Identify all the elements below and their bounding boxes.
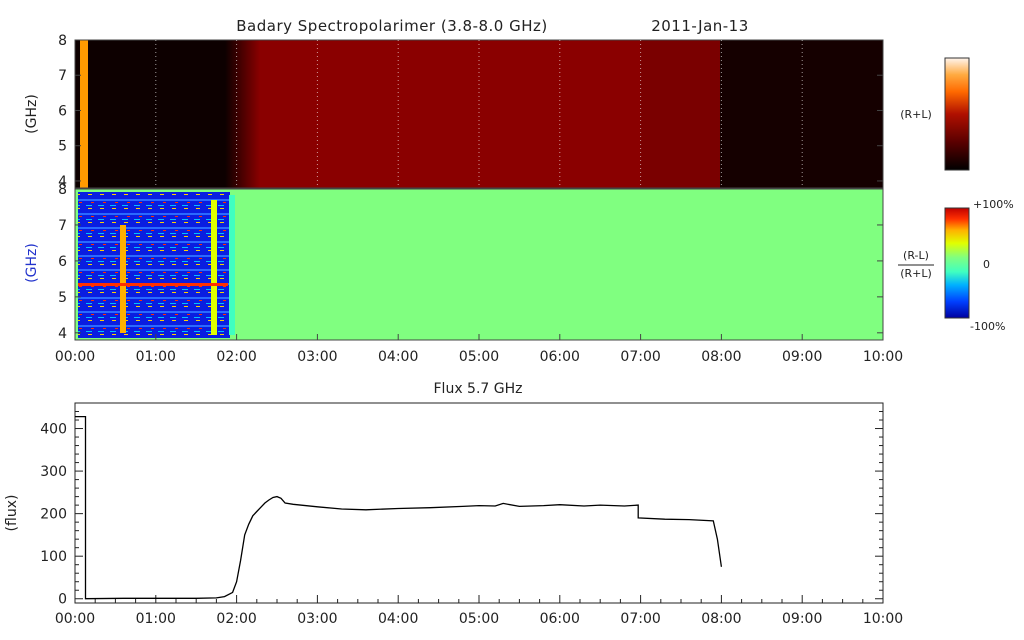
polarization-ytick-label: 5 bbox=[58, 290, 67, 306]
flux-xtick-label: 02:00 bbox=[216, 611, 256, 627]
polarization-ytick-label: 6 bbox=[58, 254, 67, 270]
flux-xtick-label: 00:00 bbox=[55, 611, 95, 627]
spectrogram-xtick-label: 01:00 bbox=[136, 349, 176, 365]
polarization-ylabel: (GHz) bbox=[24, 243, 40, 283]
flux-ytick-label: 200 bbox=[40, 507, 67, 523]
intensity-ytick-label: 6 bbox=[58, 103, 67, 119]
polarization-yellow-stripe-2 bbox=[211, 200, 217, 335]
intensity-fade-in bbox=[225, 40, 260, 188]
spectrogram-time-axis: 00:00 01:00 02:00 03:00 04:00 05:00 06:00 07:00… bbox=[55, 40, 903, 365]
flux-xtick-label: 03:00 bbox=[297, 611, 337, 627]
spectrogram-xtick-label: 09:00 bbox=[782, 349, 822, 365]
polarization-ytick-label: 4 bbox=[58, 326, 67, 342]
flux-xtick-label: 07:00 bbox=[620, 611, 660, 627]
spectrogram-xtick-label: 00:00 bbox=[55, 349, 95, 365]
plot-date: 2011-Jan-13 bbox=[651, 17, 749, 35]
spectrogram-xtick-label: 10:00 bbox=[863, 349, 903, 365]
flux-ylabel: (flux) bbox=[4, 495, 20, 532]
intensity-band bbox=[260, 40, 640, 188]
flux-frame bbox=[74, 402, 884, 604]
flux-ytick-label: 400 bbox=[40, 422, 67, 438]
polarization-yaxis: 4 5 6 7 8 bbox=[58, 182, 883, 342]
intensity-colorbar bbox=[944, 57, 970, 171]
colorbar-label-mid: 0 bbox=[983, 258, 990, 271]
flux-series bbox=[75, 415, 723, 600]
polarization-ytick-label: 8 bbox=[58, 182, 67, 198]
flux-ytick-label: 0 bbox=[58, 592, 67, 608]
polarization-colorbar bbox=[944, 207, 970, 319]
spectrogram-xtick-label: 08:00 bbox=[701, 349, 741, 365]
spectrogram-xtick-label: 07:00 bbox=[620, 349, 660, 365]
spectrogram-xtick-label: 04:00 bbox=[378, 349, 418, 365]
spectrogram-xtick-label: 03:00 bbox=[297, 349, 337, 365]
intensity-ytick-label: 5 bbox=[58, 139, 67, 155]
intensity-ytick-label: 7 bbox=[58, 68, 67, 84]
flux-axes: 0 100 200 300 400 00:00 01:00 02:00 03:00 04:00 05… bbox=[40, 411, 903, 627]
spectrogram-xtick-label: 05:00 bbox=[459, 349, 499, 365]
intensity-post-band bbox=[720, 40, 883, 188]
polarization-side-denominator: (R+L) bbox=[900, 267, 932, 280]
spectrogram-polarization bbox=[74, 188, 884, 341]
polarization-side-numerator: (R-L) bbox=[903, 249, 929, 262]
flux-title: Flux 5.7 GHz bbox=[434, 381, 523, 397]
polarization-red-band bbox=[78, 283, 228, 286]
intensity-ytick-label: 4 bbox=[58, 174, 67, 190]
intensity-band-late bbox=[640, 40, 720, 188]
polarization-yellow-stripe-1 bbox=[120, 225, 126, 333]
intensity-orange-marker bbox=[80, 40, 88, 188]
polarization-noise-region bbox=[78, 192, 230, 338]
spectrogram-xtick-label: 06:00 bbox=[540, 349, 580, 365]
flux-xtick-label: 06:00 bbox=[540, 611, 580, 627]
intensity-ylabel: (GHz) bbox=[24, 94, 40, 134]
flux-ytick-label: 100 bbox=[40, 549, 67, 565]
flux-xtick-label: 01:00 bbox=[136, 611, 176, 627]
colorbar-label-top: +100% bbox=[973, 198, 1014, 211]
colorbar-label-bottom: -100% bbox=[970, 320, 1005, 333]
flux-xtick-label: 10:00 bbox=[863, 611, 903, 627]
flux-ytick-label: 300 bbox=[40, 464, 67, 480]
flux-xtick-label: 08:00 bbox=[701, 611, 741, 627]
polarization-cyan-edge bbox=[229, 195, 235, 335]
flux-xtick-label: 04:00 bbox=[378, 611, 418, 627]
plot-title: Badary Spectropolarimer (3.8-8.0 GHz) bbox=[236, 17, 547, 35]
intensity-yaxis: 4 5 6 7 8 bbox=[58, 33, 883, 190]
spectrogram-intensity bbox=[74, 39, 884, 189]
flux-xtick-label: 09:00 bbox=[782, 611, 822, 627]
spectrogram-xtick-label: 02:00 bbox=[216, 349, 256, 365]
polarization-ytick-label: 7 bbox=[58, 218, 67, 234]
flux-line-series-0 bbox=[75, 415, 723, 600]
intensity-side-label: (R+L) bbox=[900, 108, 932, 121]
intensity-ytick-label: 8 bbox=[58, 33, 67, 49]
flux-xtick-label: 05:00 bbox=[459, 611, 499, 627]
